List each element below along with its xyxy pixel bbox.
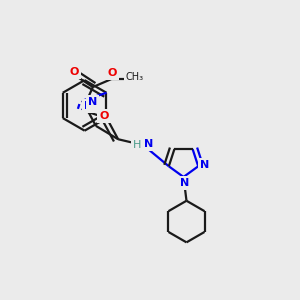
Text: H: H — [133, 140, 141, 150]
Text: N: N — [200, 160, 209, 170]
Text: O: O — [107, 68, 117, 78]
Text: O: O — [100, 111, 109, 121]
Text: N: N — [144, 139, 153, 149]
Text: CH₃: CH₃ — [126, 72, 144, 82]
Text: N: N — [84, 101, 94, 111]
Text: N: N — [180, 178, 189, 188]
Text: O: O — [70, 67, 79, 77]
Text: N: N — [88, 97, 97, 107]
